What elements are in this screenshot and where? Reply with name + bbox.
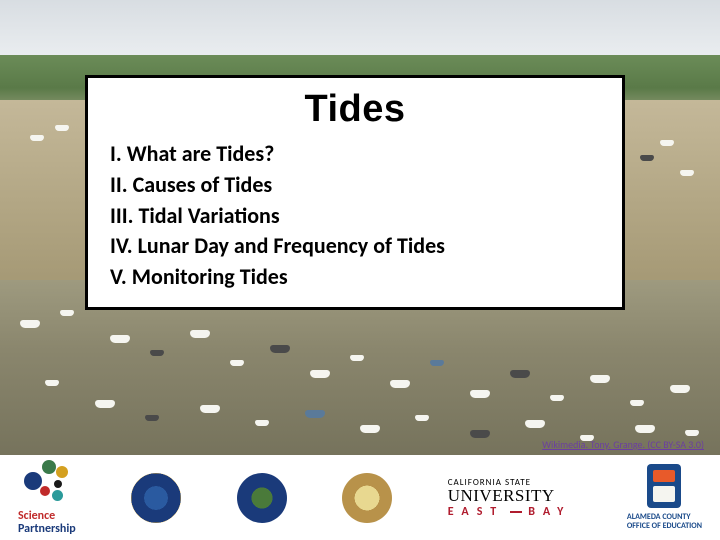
alameda-text: ALAMEDA COUNTY OFFICE OF EDUCATION <box>627 513 702 531</box>
outline-item: I. What are Tides? <box>110 139 600 170</box>
boat-icon <box>255 420 269 426</box>
boat-icon <box>200 405 220 413</box>
nsf-logo <box>131 473 181 523</box>
outline-list: I. What are Tides? II. Causes of Tides I… <box>110 139 600 293</box>
boat-icon <box>55 125 69 131</box>
doe-logo <box>237 473 287 523</box>
alameda-line2: OFFICE OF EDUCATION <box>627 522 702 531</box>
county-seal-logo <box>342 473 392 523</box>
csu-dash-icon <box>510 511 522 513</box>
boat-icon <box>590 375 610 383</box>
boat-icon <box>635 425 655 433</box>
alameda-icon <box>647 464 681 508</box>
boat-icon <box>20 320 40 328</box>
boat-icon <box>685 430 699 436</box>
sp-text: Science Partnership <box>18 510 76 535</box>
content-box: Tides I. What are Tides? II. Causes of T… <box>85 75 625 310</box>
boat-icon <box>310 370 330 378</box>
boat-icon <box>510 370 530 378</box>
boat-icon <box>30 135 44 141</box>
boat-icon <box>660 140 674 146</box>
boat-icon <box>150 350 164 356</box>
boat-icon <box>630 400 644 406</box>
boat-icon <box>230 360 244 366</box>
boat-icon <box>430 360 444 366</box>
outline-item: II. Causes of Tides <box>110 170 600 201</box>
boat-icon <box>680 170 694 176</box>
csu-eastbay-logo: CALIFORNIA STATE UNIVERSITY EAST BAY <box>448 478 572 518</box>
boat-icon <box>190 330 210 338</box>
outline-item: III. Tidal Variations <box>110 201 600 232</box>
logo-bar: Science Partnership CALIFORNIA STATE UNI… <box>0 455 720 540</box>
csu-uni: UNIVERSITY <box>448 487 555 504</box>
sp-dots-icon <box>24 460 70 506</box>
image-credit-link[interactable]: Wikimedia. Tony. Grange. (CC BY-SA 3.0) <box>542 438 704 451</box>
boat-icon <box>350 355 364 361</box>
boat-icon <box>60 310 74 316</box>
boat-icon <box>45 380 59 386</box>
boat-icon <box>95 400 115 408</box>
boat-icon <box>525 420 545 428</box>
csu-eastbay-bar: EAST BAY <box>448 506 572 518</box>
boat-icon <box>390 380 410 388</box>
alameda-county-logo: ALAMEDA COUNTY OFFICE OF EDUCATION <box>627 464 702 531</box>
outline-item: IV. Lunar Day and Frequency of Tides <box>110 231 600 262</box>
boat-icon <box>110 335 130 343</box>
boat-icon <box>470 430 490 438</box>
boat-icon <box>550 395 564 401</box>
sp-line2: Partnership <box>18 523 76 536</box>
boat-icon <box>415 415 429 421</box>
county-seal-icon <box>342 473 392 523</box>
boat-icon <box>270 345 290 353</box>
boat-icon <box>145 415 159 421</box>
boat-icon <box>305 410 325 418</box>
outline-item: V. Monitoring Tides <box>110 262 600 293</box>
science-partnership-logo: Science Partnership <box>18 460 76 535</box>
nsf-seal-icon <box>131 473 181 523</box>
sp-line1: Science <box>18 510 76 523</box>
csu-east: EAST <box>448 506 504 518</box>
slide: Tides I. What are Tides? II. Causes of T… <box>0 0 720 540</box>
boat-icon <box>670 385 690 393</box>
doe-seal-icon <box>237 473 287 523</box>
boat-icon <box>360 425 380 433</box>
boat-icon <box>640 155 654 161</box>
csu-bay: BAY <box>528 506 571 518</box>
slide-title: Tides <box>110 88 600 131</box>
boat-icon <box>470 390 490 398</box>
